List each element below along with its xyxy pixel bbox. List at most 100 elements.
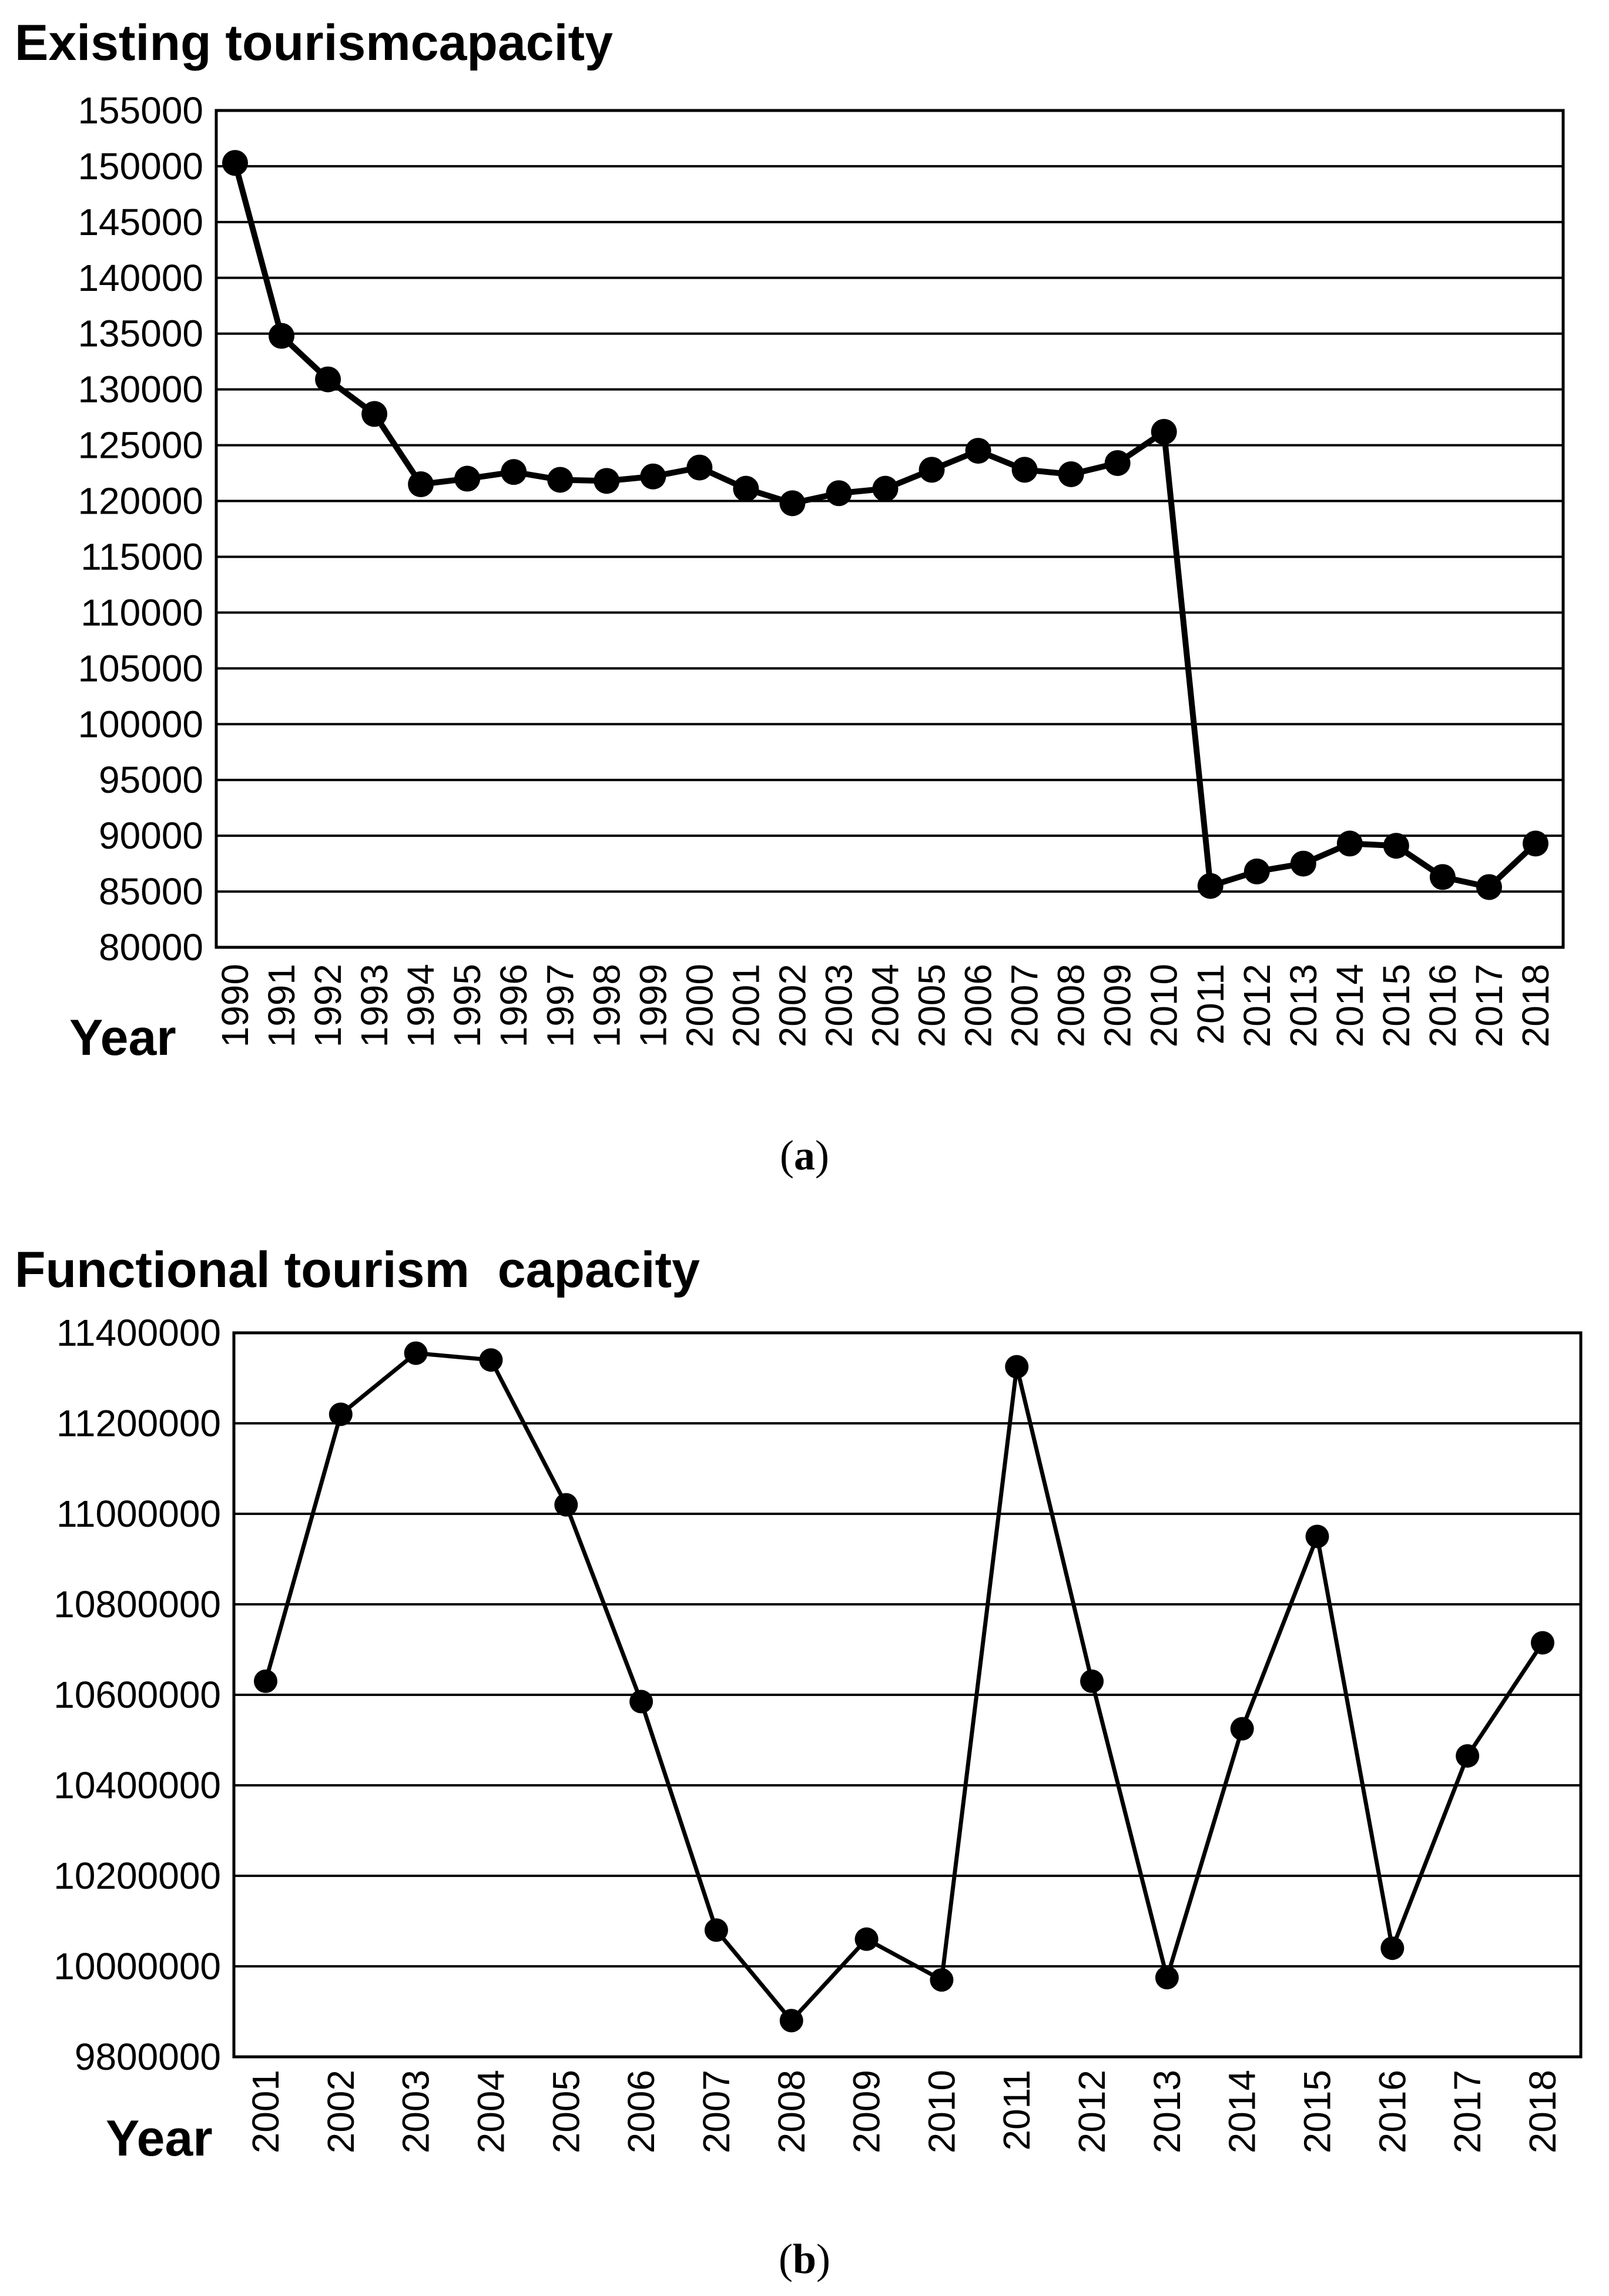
a-x-tick-label: 1999 — [632, 964, 674, 1047]
a-data-point — [1383, 833, 1409, 859]
a-x-tick-label: 2013 — [1282, 964, 1325, 1047]
a-data-point — [1151, 418, 1177, 445]
b-x-tick-label: 2002 — [320, 2070, 362, 2153]
a-data-point — [315, 366, 341, 393]
b-x-tick-label: 2014 — [1221, 2070, 1263, 2153]
a-data-point — [826, 480, 852, 507]
a-x-tick-label: 1995 — [446, 964, 488, 1047]
b-y-tick-label: 11400000 — [56, 1312, 221, 1354]
b-data-point — [1531, 1631, 1554, 1655]
a-y-tick-label: 85000 — [99, 870, 203, 913]
b-x-tick-label: 2010 — [920, 2070, 963, 2153]
b-x-tick-label: 2012 — [1071, 2070, 1113, 2153]
a-y-tick-label: 135000 — [78, 313, 203, 355]
chart-a-series-line — [232, 162, 1538, 890]
a-y-tick-label: 120000 — [78, 480, 203, 522]
chart-a-panel: Existing tourismcapacity Year 80000 85000… — [15, 15, 1565, 1179]
b-x-tick-label: 2004 — [470, 2070, 512, 2153]
a-x-tick-label: 2000 — [678, 964, 720, 1047]
a-y-tick-label: 105000 — [78, 647, 203, 689]
a-data-point — [222, 150, 248, 176]
a-data-point — [872, 475, 899, 502]
chart-a-plot-frame — [214, 109, 1565, 949]
a-data-point — [1429, 864, 1456, 890]
chart-a-y-ticks: 80000 85000 90000 95000 100000 105000 110000 11… — [78, 89, 203, 968]
b-data-point — [1456, 1744, 1480, 1768]
a-y-tick-label: 90000 — [99, 815, 203, 857]
a-data-point — [501, 459, 527, 485]
b-x-tick-label: 2017 — [1446, 2070, 1489, 2153]
b-x-tick-label: 2013 — [1146, 2070, 1188, 2153]
b-x-tick-label: 2007 — [695, 2070, 738, 2153]
b-data-point — [404, 1341, 428, 1365]
b-y-tick-label: 10400000 — [53, 1764, 221, 1806]
b-data-point — [1080, 1669, 1104, 1693]
a-x-tick-label: 1991 — [260, 964, 303, 1047]
chart-a-caption: (a) — [780, 1132, 829, 1179]
b-y-tick-label: 11000000 — [56, 1493, 221, 1535]
chart-a-x-axis-label: Year — [69, 1010, 176, 1066]
b-y-tick-label: 11200000 — [56, 1402, 221, 1444]
b-y-tick-label: 9800000 — [75, 2036, 221, 2078]
a-data-point — [1476, 874, 1502, 900]
chart-a-points — [222, 150, 1548, 900]
b-y-tick-label: 10000000 — [53, 1945, 221, 1987]
a-x-tick-label: 2011 — [1189, 964, 1232, 1045]
a-x-tick-label: 1998 — [585, 964, 628, 1047]
b-x-tick-label: 2015 — [1296, 2070, 1339, 2153]
b-data-point — [254, 1669, 277, 1693]
chart-a-x-ticks: 1990 1991 1992 1993 1994 1995 1996 1997 1998 1999… — [214, 964, 1557, 1047]
a-data-point — [269, 323, 295, 349]
b-data-point — [1380, 1936, 1404, 1960]
a-y-tick-label: 130000 — [78, 368, 203, 411]
a-data-point — [1104, 450, 1131, 476]
a-x-tick-label: 1997 — [539, 964, 581, 1047]
chart-a-caption-letter: a — [794, 1132, 815, 1179]
a-data-point — [547, 467, 574, 493]
a-x-tick-label: 2006 — [957, 964, 1000, 1047]
a-y-tick-label: 115000 — [81, 535, 203, 578]
chart-b-x-ticks: 2001 2002 2003 2004 2005 2006 2007 2008 2009 2010… — [244, 2070, 1564, 2153]
a-x-tick-label: 2017 — [1468, 964, 1510, 1047]
a-data-point — [779, 490, 806, 517]
a-data-point — [640, 463, 666, 490]
a-x-tick-label: 1996 — [492, 964, 535, 1047]
a-x-tick-label: 2015 — [1375, 964, 1417, 1047]
b-data-point — [554, 1493, 578, 1517]
chart-b: Functional tourism capacity Year 9800000… — [15, 1242, 1583, 2282]
b-x-tick-label: 2006 — [620, 2070, 662, 2153]
b-data-point — [1305, 1524, 1329, 1548]
a-x-tick-label: 2005 — [911, 964, 953, 1047]
a-data-point — [1058, 461, 1084, 487]
chart-a-gridlines — [216, 165, 1563, 893]
chart-b-x-axis-label: Year — [106, 2110, 213, 2167]
b-data-point — [328, 1402, 353, 1426]
b-y-tick-label: 10800000 — [53, 1583, 221, 1625]
a-x-tick-label: 2012 — [1236, 964, 1278, 1047]
a-x-tick-label: 2016 — [1422, 964, 1464, 1047]
b-data-point — [854, 1927, 879, 1951]
b-y-tick-label: 10200000 — [53, 1855, 221, 1897]
a-data-point — [1197, 873, 1223, 899]
a-x-tick-label: 2007 — [1004, 964, 1046, 1047]
chart-b-points — [254, 1341, 1554, 2033]
b-y-tick-label: 10600000 — [53, 1674, 221, 1716]
b-x-tick-label: 2008 — [770, 2070, 813, 2153]
chart-b-plot-frame — [232, 1331, 1583, 2059]
a-data-point — [919, 457, 945, 483]
b-data-point — [779, 2009, 803, 2033]
a-y-tick-label: 80000 — [99, 926, 203, 968]
b-x-tick-label: 2001 — [244, 2070, 287, 2153]
a-y-tick-label: 155000 — [78, 89, 203, 132]
a-x-tick-label: 2009 — [1097, 964, 1139, 1047]
a-data-point — [1336, 830, 1363, 857]
a-data-point — [1290, 850, 1316, 877]
a-data-point — [1523, 830, 1548, 857]
chart-b-caption: (b) — [779, 2235, 830, 2282]
a-y-tick-label: 110000 — [81, 591, 203, 634]
chart-b-series-line — [263, 1351, 1544, 2023]
a-data-point — [454, 465, 481, 492]
a-data-point — [361, 401, 388, 427]
b-x-tick-label: 2018 — [1521, 2070, 1564, 2153]
chart-a: Existing tourismcapacity Year 80000 85000… — [15, 15, 1565, 1179]
